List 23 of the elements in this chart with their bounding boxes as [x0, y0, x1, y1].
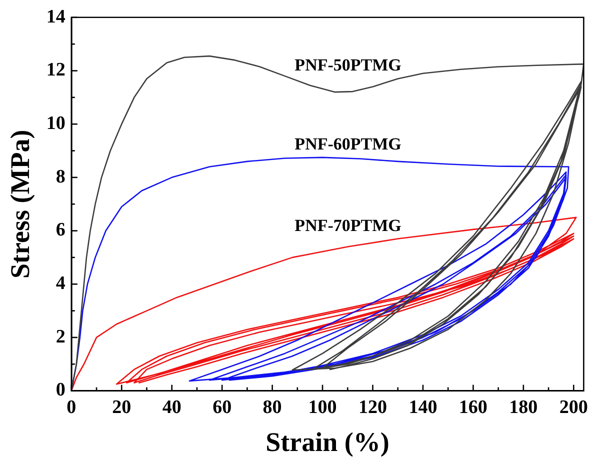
x-tick-label: 120 [358, 397, 387, 418]
x-tick-label: 20 [112, 397, 132, 418]
x-tick-label: 160 [458, 397, 488, 418]
x-tick-label: 40 [162, 397, 182, 418]
y-tick-label: 8 [56, 166, 66, 188]
series-label: PNF-50PTMG [294, 56, 402, 75]
y-tick-label: 0 [56, 380, 66, 401]
x-tick-label: 200 [559, 397, 588, 418]
x-tick-label: 140 [408, 397, 438, 418]
x-axis-title: Strain (%) [266, 426, 390, 457]
x-tick-label: 180 [509, 397, 538, 418]
y-tick-label: 2 [56, 326, 66, 348]
x-tick-label: 100 [308, 397, 337, 418]
series-label: PNF-70PTMG [294, 216, 402, 235]
y-tick-label: 6 [56, 220, 66, 241]
y-tick-label: 14 [46, 6, 66, 28]
series-label: PNF-60PTMG [294, 134, 402, 154]
y-tick-label: 4 [56, 273, 66, 294]
y-axis-title: Stress (MPa) [5, 130, 36, 278]
x-tick-label: 80 [262, 397, 282, 418]
y-tick-label: 12 [46, 60, 66, 81]
x-tick-label: 60 [212, 397, 232, 418]
y-tick-label: 10 [46, 112, 66, 134]
